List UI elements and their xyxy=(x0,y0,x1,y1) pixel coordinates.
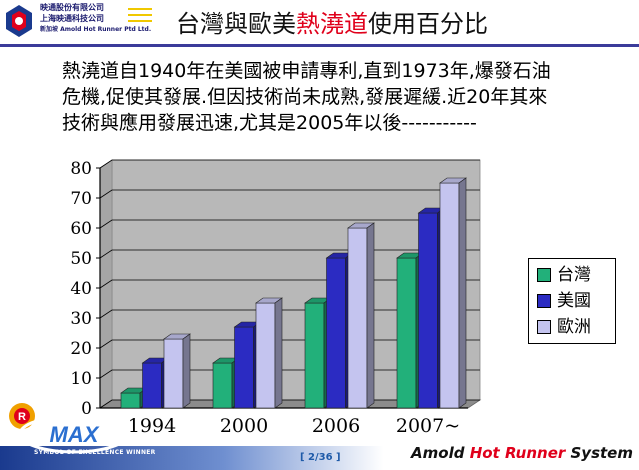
svg-text:R: R xyxy=(18,411,26,423)
decorative-lines-icon xyxy=(128,8,152,22)
chart-legend: 台灣 美國 歐洲 xyxy=(528,258,616,344)
brand-highlight: Hot Runner xyxy=(469,444,566,462)
award-badge-icon: R MAX xyxy=(9,403,130,454)
bar xyxy=(439,182,460,409)
company-names: 映通股份有限公司 上海映通科技公司 新加坡 Amold Hot Runner P… xyxy=(40,2,151,35)
bar xyxy=(234,326,254,409)
bar-side xyxy=(458,177,467,409)
bar xyxy=(347,227,368,409)
bar-chart: 0 10 20 30 40 50 60 70 80 1994 2000 2006 2007~ xyxy=(70,159,482,437)
bar xyxy=(418,212,438,409)
title-highlight: 熱澆道 xyxy=(296,10,368,38)
bar xyxy=(396,257,417,409)
bar xyxy=(326,257,346,409)
x-tick-label: 2006 xyxy=(312,415,360,437)
footer-bar xyxy=(0,446,639,470)
body-paragraph: 熱澆道自1940年在美國被申請專利,直到1973年,爆發石油 危機,促使其發展.… xyxy=(62,58,622,136)
legend-item: 歐洲 xyxy=(537,317,591,337)
title-part: 台灣與歐美 xyxy=(176,10,296,38)
legend-label: 台灣 xyxy=(557,265,591,285)
company-line: 上海映通科技公司 xyxy=(40,14,104,23)
body-line: 危機,促使其發展.但因技術尚未成熟,發展遲緩.近20年其來 xyxy=(62,86,548,108)
badge-caption: SYMBOL OF EXCELLENCE WINNER xyxy=(34,449,156,456)
gridline xyxy=(99,219,480,229)
y-tick-label: 40 xyxy=(70,279,92,299)
bar xyxy=(212,362,233,409)
bar xyxy=(163,338,184,409)
bar-side xyxy=(274,297,283,409)
body-line: 技術與應用發展迅速,尤其是2005年以後----------- xyxy=(62,112,477,134)
body-line: 熱澆道自1940年在美國被申請專利,直到1973年,爆發石油 xyxy=(62,60,551,82)
legend-swatch xyxy=(537,320,551,334)
bar-side xyxy=(366,222,375,409)
page-number: [ 2/36 ] xyxy=(300,452,341,463)
legend-item: 台灣 xyxy=(537,265,591,285)
y-tick-label: 80 xyxy=(70,159,92,179)
legend-swatch xyxy=(537,268,551,282)
company-logo-icon xyxy=(6,5,32,37)
y-tick-label: 10 xyxy=(70,369,92,389)
y-tick-label: 30 xyxy=(70,309,92,329)
brand-part: System xyxy=(565,444,634,462)
svg-text:MAX: MAX xyxy=(50,422,100,447)
x-tick-label: 2007~ xyxy=(396,415,460,437)
title-part: 使用百分比 xyxy=(368,10,488,38)
y-tick-label: 20 xyxy=(70,339,92,359)
x-tick-label: 2000 xyxy=(220,415,268,437)
bar xyxy=(142,362,162,409)
y-tick-label: 0 xyxy=(81,399,92,419)
legend-label: 美國 xyxy=(557,291,591,311)
header-divider xyxy=(0,44,639,47)
gridline xyxy=(99,189,480,199)
y-tick-label: 50 xyxy=(70,249,92,269)
legend-swatch xyxy=(537,294,551,308)
page-title: 台灣與歐美熱澆道使用百分比 xyxy=(176,4,488,39)
brand-name: Amold Hot Runner System xyxy=(411,444,633,462)
company-line: 映通股份有限公司 xyxy=(40,3,104,12)
gridline xyxy=(99,159,480,169)
bar xyxy=(255,302,276,409)
header: 映通股份有限公司 上海映通科技公司 新加坡 Amold Hot Runner P… xyxy=(0,0,639,44)
x-tick-label: 1994 xyxy=(128,415,176,437)
bar xyxy=(304,302,325,409)
company-line: 新加坡 Amold Hot Runner Ptd Ltd. xyxy=(40,26,152,33)
bar-side xyxy=(182,333,191,409)
legend-item: 美國 xyxy=(537,291,591,311)
y-tick-label: 60 xyxy=(70,219,92,239)
y-tick-label: 70 xyxy=(70,189,92,209)
legend-label: 歐洲 xyxy=(557,317,591,337)
brand-part: Amold xyxy=(411,444,470,462)
